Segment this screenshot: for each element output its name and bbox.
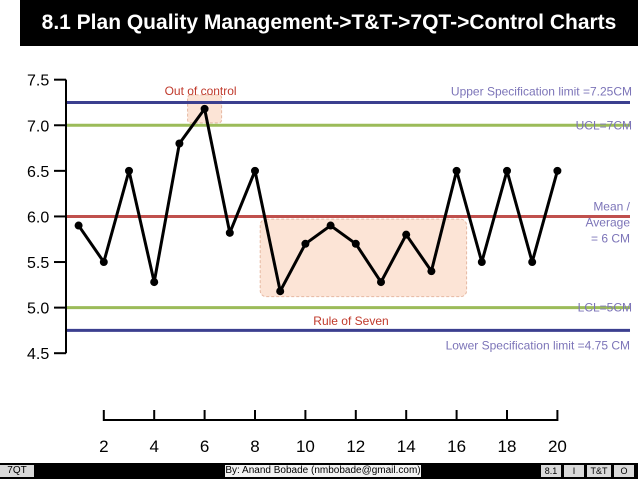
y-tick-label: 6.5 <box>27 164 49 181</box>
x-tick-label: 10 <box>296 437 315 456</box>
data-point <box>351 239 360 248</box>
x-tick-label: 2 <box>99 437 108 456</box>
ucl-label: UCL=7CM <box>576 118 632 132</box>
control-chart: Upper Specification limit =7.25CM UCL=7CM… <box>27 73 632 456</box>
x-tick-label: 14 <box>397 437 416 456</box>
data-point <box>477 258 486 267</box>
y-tick-label: 4.5 <box>27 346 49 363</box>
data-point <box>553 166 562 175</box>
data-point <box>74 221 83 230</box>
data-series-line <box>77 107 559 293</box>
x-tick-label: 12 <box>346 437 365 456</box>
data-point <box>377 278 385 287</box>
data-point <box>150 278 159 287</box>
mean-label: Mean / Average = 6 CM <box>586 199 631 245</box>
x-tick-label: 18 <box>498 437 517 456</box>
y-tick-label: 5.5 <box>27 255 49 272</box>
x-tick-label: 20 <box>548 437 567 456</box>
data-point <box>251 166 259 175</box>
x-tick-label: 6 <box>200 437 209 456</box>
footer-nav-i[interactable]: I <box>564 465 584 477</box>
data-point <box>452 166 461 175</box>
footer-author: By: Anand Bobade (nmbobade@gmail.com) <box>225 465 421 477</box>
data-point <box>276 287 285 296</box>
footer-nav-tt[interactable]: T&T <box>587 465 611 477</box>
page-title: 8.1 Plan Quality Management->T&T->7QT->C… <box>41 11 617 34</box>
data-point <box>125 166 133 175</box>
data-point <box>200 104 209 113</box>
out-of-control-label: Out of control <box>165 84 237 98</box>
usl-label: Upper Specification limit =7.25CM <box>451 84 632 98</box>
data-point <box>427 267 436 276</box>
data-point <box>175 139 184 148</box>
x-tick-label: 8 <box>250 437 259 456</box>
data-point <box>301 239 310 248</box>
footer-section-label: 7QT <box>0 465 34 477</box>
x-tick-label: 4 <box>149 437 158 456</box>
y-tick-label: 7.5 <box>27 73 49 90</box>
x-tick-label: 16 <box>447 437 466 456</box>
footer-nav-o[interactable]: O <box>614 465 634 477</box>
y-tick-label: 6.0 <box>27 209 49 226</box>
title-bar: 8.1 Plan Quality Management->T&T->7QT->C… <box>20 0 638 46</box>
y-tick-label: 5.0 <box>27 301 49 318</box>
data-point <box>225 228 234 237</box>
lcl-label: LCL=5CM <box>578 301 632 315</box>
data-point <box>402 230 411 239</box>
data-point <box>99 258 108 267</box>
data-point <box>326 221 335 230</box>
data-point <box>503 166 511 175</box>
footer-nav-section[interactable]: 8.1 <box>541 465 561 477</box>
rule-of-seven-label: Rule of Seven <box>313 314 388 328</box>
lsl-label: Lower Specification limit =4.75 CM <box>446 338 630 352</box>
footer-bar: 7QT By: Anand Bobade (nmbobade@gmail.com… <box>0 463 638 479</box>
data-point <box>528 258 537 267</box>
y-tick-label: 7.0 <box>27 118 49 135</box>
